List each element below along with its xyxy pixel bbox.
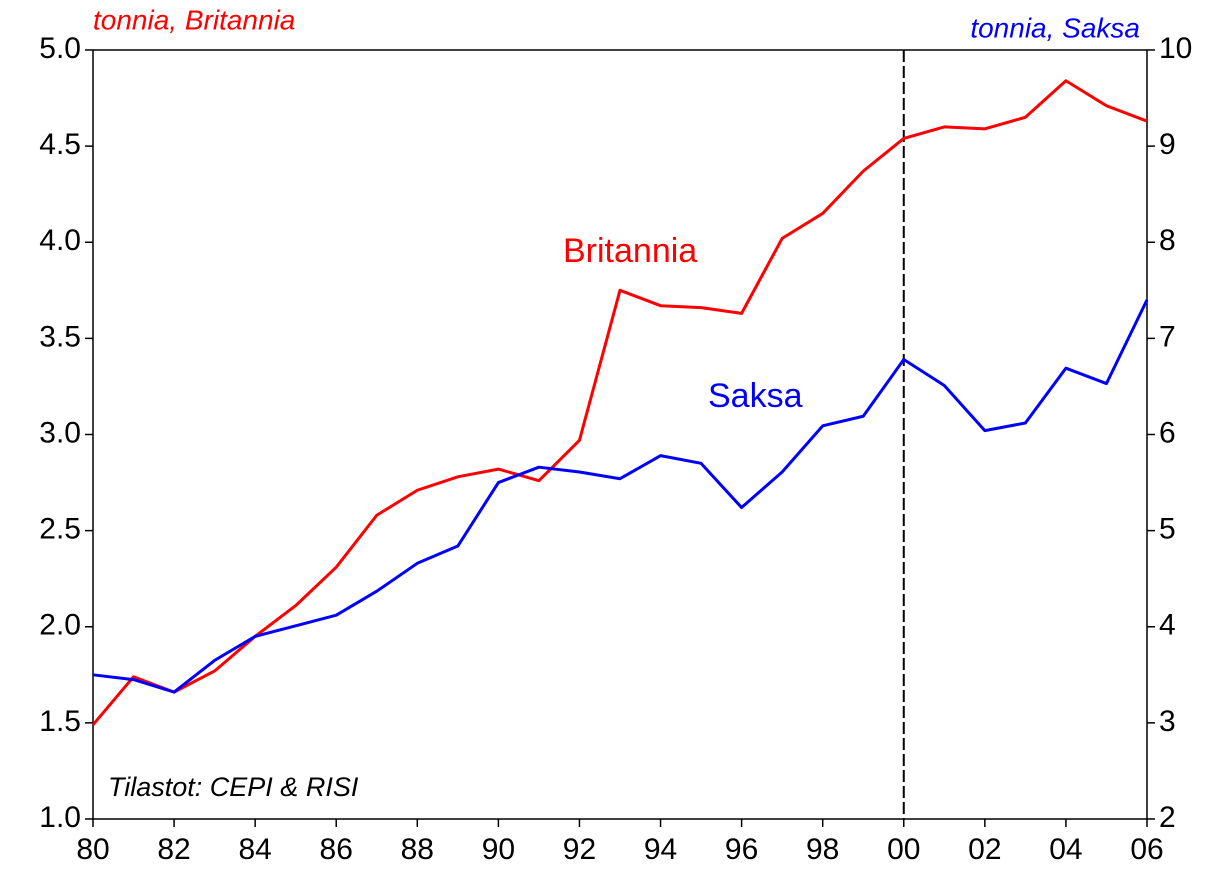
y2-tick-label: 3: [1159, 705, 1176, 738]
x-tick-label: 90: [482, 833, 515, 866]
plot-frame: [92, 49, 1148, 820]
y-tick-label: 4.0: [39, 224, 81, 257]
y-tick-label: 3.0: [39, 416, 81, 449]
y2-tick-label: 6: [1159, 416, 1176, 449]
series-line: [92, 299, 1149, 694]
x-tick-label: 02: [968, 833, 1001, 866]
x-tick-label: 80: [76, 833, 109, 866]
series-label: Saksa: [708, 377, 803, 415]
y2-tick-label: 4: [1159, 609, 1176, 642]
x-tick-label: 86: [320, 833, 353, 866]
y-tick-label: 2.0: [39, 609, 81, 642]
y2-tick-label: 2: [1159, 801, 1176, 834]
x-tick-label: 06: [1130, 833, 1163, 866]
y-tick-label: 4.5: [39, 128, 81, 161]
x-tick-label: 88: [401, 833, 434, 866]
series-label: Britannia: [563, 232, 697, 270]
source-note: Tilastot: CEPI & RISI: [108, 772, 359, 802]
x-tick-label: 94: [644, 833, 677, 866]
y2-tick-label: 8: [1159, 224, 1176, 257]
x-tick-label: 92: [563, 833, 596, 866]
x-tick-label: 82: [157, 833, 190, 866]
y2-axis-label: tonnia, Saksa: [970, 12, 1140, 43]
x-tick-label: 98: [806, 833, 839, 866]
y-tick-label: 5.0: [39, 32, 81, 65]
y-tick-label: 1.5: [39, 705, 81, 738]
y2-tick-label: 7: [1159, 320, 1176, 353]
y-tick-label: 1.0: [39, 801, 81, 834]
y2-tick-label: 10: [1159, 32, 1192, 65]
x-tick-label: 04: [1049, 833, 1082, 866]
y2-tick-label: 9: [1159, 128, 1176, 161]
y2-tick-label: 5: [1159, 513, 1176, 546]
y-tick-label: 3.5: [39, 320, 81, 353]
x-tick-label: 84: [238, 833, 271, 866]
series-line: [91, 79, 1148, 726]
x-tick-label: 00: [887, 833, 920, 866]
y-tick-label: 2.5: [39, 513, 81, 546]
y-axis-label: tonnia, Britannia: [93, 4, 295, 35]
x-tick-label: 96: [725, 833, 758, 866]
